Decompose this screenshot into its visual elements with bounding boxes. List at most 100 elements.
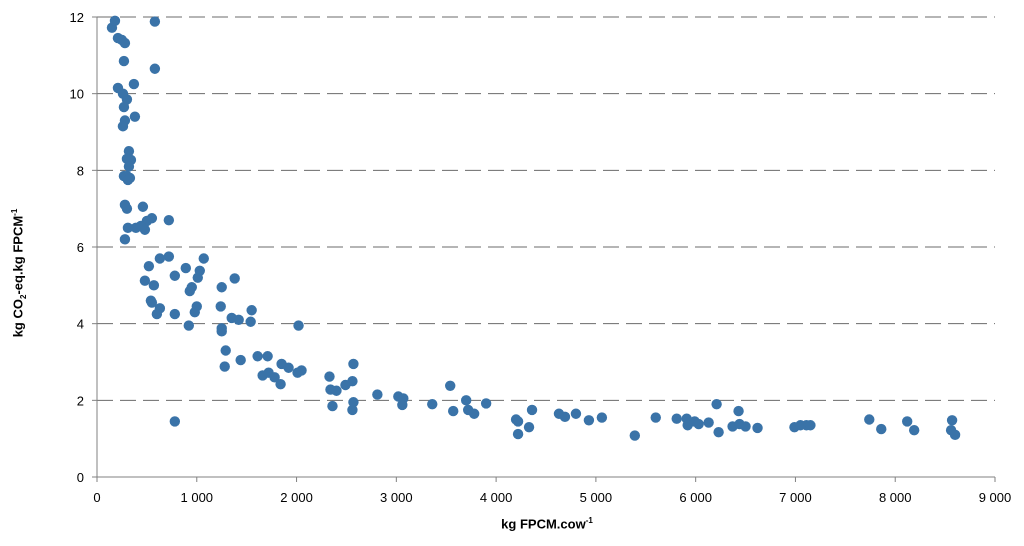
data-point	[949, 429, 961, 441]
data-point	[480, 398, 492, 409]
data-point	[901, 416, 913, 427]
y-tick-label: 6	[77, 240, 84, 255]
x-tick-label: 5 000	[580, 490, 613, 505]
data-point	[448, 405, 459, 417]
data-point	[109, 15, 121, 27]
data-point	[596, 412, 608, 423]
data-point	[118, 55, 130, 67]
data-point	[143, 260, 155, 272]
x-tick-label: 0	[93, 490, 100, 505]
data-point	[468, 408, 480, 419]
x-tick-label: 1 000	[181, 490, 214, 505]
data-point	[148, 280, 160, 291]
data-point	[139, 224, 151, 235]
y-tick-label: 8	[77, 163, 84, 178]
data-point	[570, 408, 582, 419]
data-point	[275, 379, 286, 390]
y-tick-label: 12	[70, 10, 84, 25]
data-point	[154, 253, 166, 264]
data-point	[693, 418, 704, 430]
data-point	[215, 301, 226, 312]
gridlines	[97, 16, 995, 401]
axes	[92, 16, 996, 482]
data-point	[137, 201, 149, 212]
data-point	[908, 425, 920, 436]
data-point	[189, 306, 200, 318]
data-point	[703, 417, 714, 428]
data-point	[876, 423, 887, 435]
data-point	[805, 420, 816, 431]
data-point	[523, 421, 535, 433]
data-point	[445, 380, 456, 391]
data-point	[122, 174, 134, 186]
data-point	[229, 273, 240, 284]
data-point	[233, 314, 244, 326]
data-point	[151, 308, 163, 320]
y-tick-label: 2	[77, 393, 84, 408]
data-point	[327, 400, 338, 412]
data-point	[671, 413, 682, 424]
data-point	[946, 415, 958, 426]
y-tick-label: 0	[77, 470, 84, 485]
data-point	[169, 270, 181, 281]
data-point	[122, 222, 134, 234]
data-point	[711, 398, 722, 410]
data-point	[235, 354, 246, 366]
data-point	[583, 415, 595, 426]
data-point	[118, 101, 130, 113]
x-tick-label: 7 000	[779, 490, 812, 505]
data-point	[149, 63, 161, 74]
data-point	[149, 16, 161, 27]
data-point	[192, 272, 203, 283]
x-tick-label: 4 000	[480, 490, 513, 505]
data-point	[296, 365, 307, 376]
data-points	[106, 15, 961, 441]
data-point	[348, 358, 359, 370]
data-point	[526, 404, 538, 416]
x-tick-label: 3 000	[380, 490, 413, 505]
data-point	[559, 411, 571, 423]
x-tick-label: 6 000	[679, 490, 712, 505]
data-point	[733, 405, 744, 417]
data-point	[139, 275, 151, 286]
data-point	[180, 262, 192, 274]
data-point	[245, 316, 256, 327]
data-point	[348, 397, 359, 408]
data-point	[283, 362, 294, 373]
data-point	[740, 421, 751, 432]
y-axis-label: kg CO2-eq.kg FPCM-1	[10, 208, 29, 338]
data-point	[216, 282, 227, 293]
y-tick-label: 4	[77, 317, 84, 332]
data-point	[269, 372, 280, 383]
data-point	[128, 78, 140, 90]
data-point	[331, 385, 342, 396]
data-point	[117, 121, 129, 132]
data-point	[220, 345, 231, 356]
data-point	[324, 371, 335, 382]
data-point	[629, 430, 641, 441]
data-point	[129, 111, 141, 122]
data-point	[252, 351, 263, 362]
data-point	[163, 251, 175, 262]
data-point	[169, 416, 181, 427]
data-point	[219, 361, 230, 372]
data-point	[372, 389, 383, 400]
data-point	[163, 214, 175, 226]
data-point	[752, 422, 763, 434]
y-tick-labels: 0 2 4 6 8 10 12	[70, 10, 84, 485]
data-point	[216, 326, 227, 337]
data-point	[397, 399, 408, 411]
data-point	[169, 308, 181, 320]
data-point	[682, 420, 693, 431]
data-point	[123, 161, 135, 172]
data-point	[347, 404, 358, 416]
x-tick-label: 2 000	[280, 490, 313, 505]
data-point	[512, 416, 524, 427]
x-tick-label: 9 000	[979, 490, 1012, 505]
data-point	[650, 412, 661, 423]
data-point	[119, 234, 131, 245]
data-point	[340, 379, 351, 391]
x-axis-label: kg FPCM.cow-1	[501, 516, 593, 532]
data-point	[198, 253, 209, 264]
